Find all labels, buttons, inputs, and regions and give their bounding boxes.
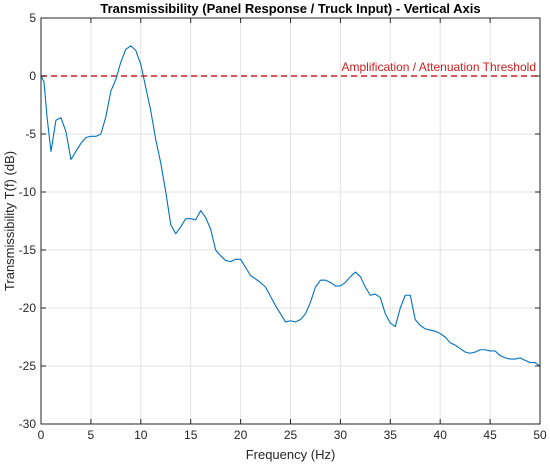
x-tick-labels: 0 5 10 15 20 25 30 35 40 45 50: [38, 428, 547, 442]
x-tick-label: 35: [384, 428, 398, 442]
x-tick-label: 30: [334, 428, 348, 442]
reference-lines: Amplification / Attenuation Threshold: [41, 60, 540, 77]
y-axis-label: Transmissibility T(f) (dB): [2, 151, 17, 291]
chart-title: Transmissibility (Panel Response / Truck…: [100, 1, 480, 16]
x-tick-label: 25: [284, 428, 298, 442]
y-tick-label: -10: [19, 185, 37, 199]
x-tick-label: 20: [234, 428, 248, 442]
series-lines: [40, 45, 541, 367]
y-tick-label: -25: [19, 359, 37, 373]
x-tick-label: 5: [88, 428, 95, 442]
series-line: [40, 45, 541, 367]
y-tick-labels: -30 -25 -20 -15 -10 -5 0 5: [19, 11, 37, 431]
axes-frame: [40, 17, 541, 425]
y-tick-label: -5: [25, 127, 36, 141]
x-axis-label: Frequency (Hz): [246, 447, 336, 462]
x-tick-label: 0: [38, 428, 45, 442]
y-tick-label: -20: [19, 301, 37, 315]
y-tick-label: 5: [29, 11, 36, 25]
y-tick-label: 0: [29, 69, 36, 83]
x-tick-label: 10: [134, 428, 148, 442]
y-tick-label: -30: [19, 417, 37, 431]
y-tick-label: -15: [19, 243, 37, 257]
x-tick-label: 40: [434, 428, 448, 442]
x-tick-label: 45: [483, 428, 497, 442]
x-tick-label: 50: [533, 428, 547, 442]
x-tick-label: 15: [184, 428, 198, 442]
threshold-label: Amplification / Attenuation Threshold: [341, 60, 536, 74]
